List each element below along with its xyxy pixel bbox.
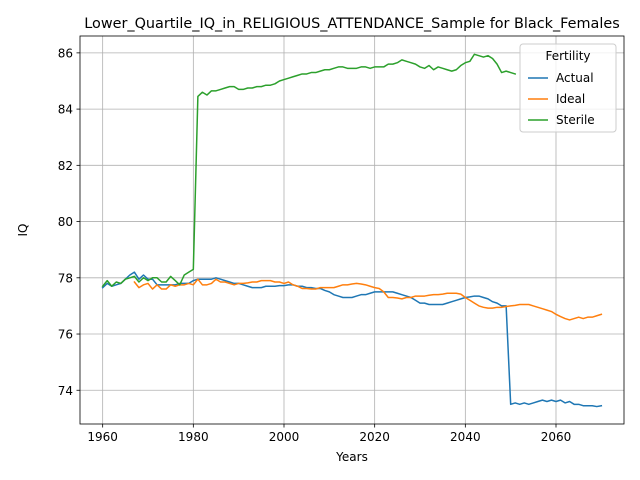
x-tick-label: 2040 [450, 430, 481, 444]
chart-title: Lower_Quartile_IQ_in_RELIGIOUS_ATTENDANC… [84, 16, 619, 32]
y-tick-label: 76 [58, 328, 73, 342]
legend-entries: Actual Ideal Sterile [528, 71, 595, 127]
x-tick-label: 2020 [359, 430, 390, 444]
series-line-actual [101, 271, 603, 408]
y-tick-label: 74 [58, 384, 73, 398]
x-axis-label: Years [335, 450, 368, 464]
x-tick-label: 1960 [87, 430, 118, 444]
legend-label-ideal: Ideal [556, 92, 585, 106]
ticks: 1960 1980 2000 2020 2040 2060 74 76 78 80 82 84 86 [58, 46, 572, 444]
y-tick-label: 80 [58, 215, 73, 229]
y-tick-label: 82 [58, 159, 73, 173]
y-tick-label: 86 [58, 46, 73, 60]
x-tick-label: 2000 [269, 430, 300, 444]
plot-frame [79, 35, 625, 425]
legend-label-sterile: Sterile [556, 113, 595, 127]
series-layer [101, 53, 603, 408]
y-tick-label: 84 [58, 103, 73, 117]
x-tick-label: 1980 [178, 430, 209, 444]
legend-label-actual: Actual [556, 71, 594, 85]
legend-title: Fertility [545, 49, 590, 63]
x-tick-label: 2060 [541, 430, 572, 444]
y-axis-label: IQ [16, 224, 30, 237]
series-line-sterile [101, 53, 517, 288]
series-line-ideal [133, 278, 603, 321]
y-tick-label: 78 [58, 271, 73, 285]
legend-box [519, 43, 617, 133]
legend: Fertility Actual Ideal Sterile [519, 43, 617, 133]
